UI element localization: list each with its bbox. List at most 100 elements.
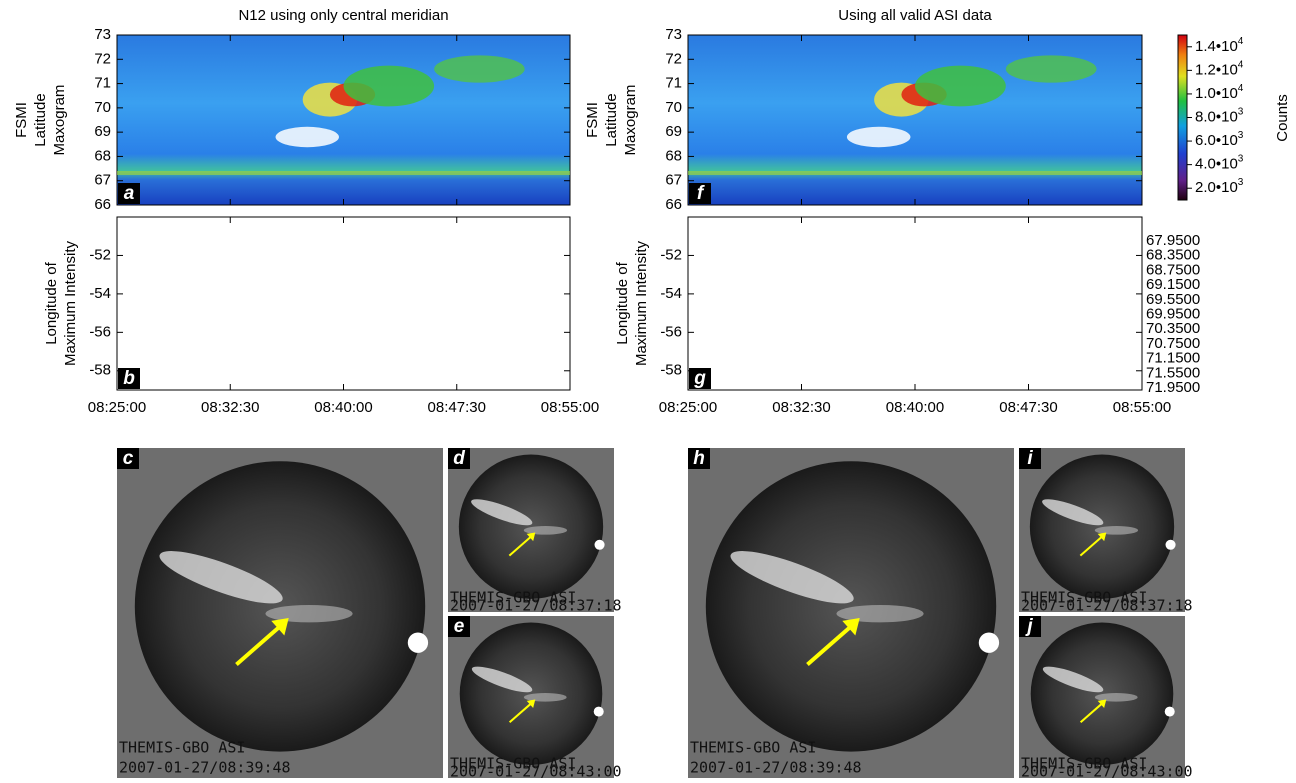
legend-entry: 68.7500 bbox=[1146, 261, 1200, 278]
band bbox=[117, 171, 570, 175]
image-letter: c bbox=[123, 448, 134, 469]
arrow-head bbox=[1097, 532, 1107, 542]
arrow-head bbox=[526, 699, 536, 709]
tick-exponent: 4 bbox=[1238, 35, 1244, 46]
tick-exponent: 4 bbox=[1238, 59, 1244, 70]
legend-entry: 70.7500 bbox=[1146, 335, 1200, 352]
colorbar-tick-label: 1.2•104 bbox=[1195, 59, 1244, 78]
colorbar-tick-label: 4.0•103 bbox=[1195, 153, 1244, 172]
sky-disc bbox=[134, 461, 426, 752]
y-tick-label: 73 bbox=[665, 26, 682, 43]
colorbar bbox=[1177, 34, 1188, 201]
legend-entry: 71.5500 bbox=[1146, 364, 1200, 381]
aurora-blob bbox=[1005, 55, 1097, 83]
y-tick-label: -54 bbox=[660, 285, 682, 302]
y-tick-label: 67 bbox=[94, 172, 111, 189]
aurora-streak bbox=[1094, 693, 1138, 702]
image-caption: 2007-01-27/08:37:18 bbox=[1021, 597, 1193, 615]
y-tick-label: 71 bbox=[665, 75, 682, 92]
image-caption: THEMIS-GBO ASI bbox=[450, 755, 576, 773]
y-tick-label: 69 bbox=[665, 123, 682, 140]
y-axis-label: Maximum Intensity bbox=[633, 240, 650, 366]
arrow bbox=[806, 622, 856, 666]
sky-disc bbox=[458, 454, 604, 599]
y-tick-label: -58 bbox=[89, 362, 111, 379]
x-tick-label: 08:47:30 bbox=[428, 399, 486, 416]
image-caption: THEMIS-GBO ASI bbox=[1021, 755, 1147, 773]
image-letter: d bbox=[453, 448, 465, 469]
aurora-blob bbox=[846, 126, 911, 148]
arrow bbox=[235, 622, 285, 666]
y-tick-label: -58 bbox=[660, 362, 682, 379]
legend-entry: 71.9500 bbox=[1146, 379, 1200, 396]
image-caption: 2007-01-27/08:39:48 bbox=[690, 758, 862, 776]
arrow bbox=[1079, 701, 1105, 724]
arrow-head bbox=[271, 618, 289, 636]
aurora-streak bbox=[730, 551, 854, 604]
tick-mantissa: 1.0•10 bbox=[1195, 85, 1238, 102]
tick-mantissa: 6.0•10 bbox=[1195, 132, 1238, 149]
letter-box bbox=[117, 448, 139, 469]
colorbar-tick-label: 1.4•104 bbox=[1195, 35, 1244, 54]
arrow-head bbox=[842, 618, 860, 636]
x-tick-label: 08:32:30 bbox=[772, 399, 830, 416]
legend-entry: 69.5500 bbox=[1146, 291, 1200, 308]
x-tick-label: 08:25:00 bbox=[88, 399, 146, 416]
image-caption: THEMIS-GBO ASI bbox=[119, 739, 245, 757]
image-caption: 2007-01-27/08:39:48 bbox=[119, 758, 291, 776]
tick-exponent: 3 bbox=[1238, 106, 1244, 117]
y-tick-label: -54 bbox=[89, 285, 111, 302]
y-axis-label: Maxogram bbox=[51, 85, 68, 156]
y-tick-label: 71 bbox=[94, 75, 111, 92]
aurora-streak bbox=[471, 666, 533, 693]
plot-area bbox=[116, 216, 571, 391]
image-caption: 2007-01-27/08:37:18 bbox=[450, 597, 622, 615]
y-tick-label: 70 bbox=[94, 99, 111, 116]
arrow-head bbox=[1097, 699, 1107, 709]
y-tick-label: 67 bbox=[665, 172, 682, 189]
aurora-streak bbox=[1042, 666, 1104, 693]
aurora-streak bbox=[1094, 525, 1139, 535]
y-tick-label: -52 bbox=[89, 246, 111, 263]
tick-exponent: 3 bbox=[1238, 177, 1244, 188]
tick-mantissa: 1.2•10 bbox=[1195, 61, 1238, 78]
arrow-head bbox=[526, 532, 536, 542]
band bbox=[688, 171, 1142, 175]
y-tick-label: -52 bbox=[660, 246, 682, 263]
aurora-blob bbox=[915, 65, 1006, 107]
aurora-streak bbox=[836, 604, 924, 623]
x-tick-label: 08:47:30 bbox=[999, 399, 1057, 416]
panel-letter: a bbox=[124, 183, 135, 204]
panel-letter: g bbox=[693, 368, 706, 389]
x-tick-label: 08:55:00 bbox=[541, 399, 599, 416]
y-axis-label: Maximum Intensity bbox=[62, 240, 79, 366]
y-tick-label: -56 bbox=[660, 323, 682, 340]
letter-box bbox=[448, 448, 470, 469]
y-axis-label: Maxogram bbox=[622, 85, 639, 156]
letter-box bbox=[1019, 616, 1041, 637]
tick-mantissa: 2.0•10 bbox=[1195, 179, 1238, 196]
moon bbox=[1165, 539, 1176, 550]
y-tick-label: 72 bbox=[665, 50, 682, 67]
y-axis-label: Longitude of bbox=[614, 261, 631, 344]
legend-entry: 69.1500 bbox=[1146, 276, 1200, 293]
panel-letter: b bbox=[123, 368, 135, 389]
letter-box bbox=[689, 183, 711, 204]
panel-title: Using all valid ASI data bbox=[838, 7, 992, 24]
legend-entry: 69.9500 bbox=[1146, 305, 1200, 322]
image-letter: j bbox=[1024, 616, 1033, 637]
aurora-streak bbox=[523, 525, 568, 535]
image-letter: h bbox=[693, 448, 705, 469]
aurora-streak bbox=[265, 604, 353, 623]
colorbar-tick-label: 1.0•104 bbox=[1195, 83, 1244, 102]
image-caption: THEMIS-GBO ASI bbox=[690, 739, 816, 757]
arrow bbox=[508, 701, 534, 724]
arrow bbox=[508, 534, 534, 557]
panel-title: N12 using only central meridian bbox=[238, 7, 448, 24]
letter-box bbox=[688, 448, 710, 469]
x-tick-label: 08:40:00 bbox=[314, 399, 372, 416]
sky-disc bbox=[1029, 454, 1175, 599]
aurora-streak bbox=[471, 499, 533, 526]
y-tick-label: 70 bbox=[665, 99, 682, 116]
y-axis-label: Latitude bbox=[32, 93, 49, 146]
